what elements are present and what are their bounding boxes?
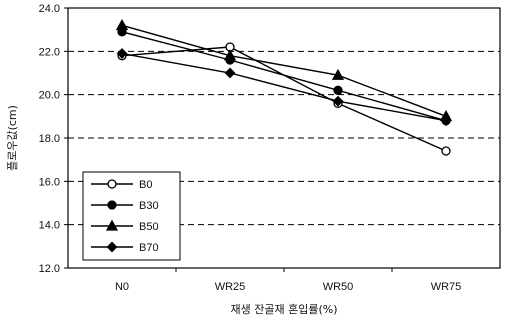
series-lines — [115, 18, 453, 156]
y-axis-title: 플로우값(cm) — [6, 105, 19, 171]
legend-entry: B30 — [91, 200, 159, 212]
series-b50 — [115, 18, 453, 121]
series-b30 — [117, 27, 451, 126]
x-tick-label: WR25 — [215, 281, 246, 293]
series-line-b30 — [121, 31, 447, 122]
legend-marker — [107, 200, 117, 210]
data-point-b50 — [115, 18, 129, 30]
legend-label: B70 — [139, 242, 159, 254]
y-tick-label: 18.0 — [39, 133, 60, 145]
x-axis-title: 재생 잔골재 혼입률(%) — [231, 303, 338, 316]
legend-entry: B50 — [91, 219, 159, 233]
legend-marker — [106, 241, 118, 253]
data-point-b70 — [224, 67, 236, 79]
data-point-b70 — [116, 48, 128, 59]
legend-label: B50 — [139, 221, 159, 233]
y-tick-label: 14.0 — [39, 220, 60, 232]
x-tick-label: N0 — [115, 281, 129, 293]
legend-label: B0 — [139, 179, 152, 191]
data-point-b50 — [223, 49, 237, 61]
x-tick-label: WR75 — [431, 281, 462, 293]
legend-marker — [107, 179, 117, 189]
y-tick-label: 16.0 — [39, 176, 60, 188]
legend-marker — [105, 219, 119, 231]
data-point-b30 — [333, 85, 343, 95]
y-tick-label: 12.0 — [39, 263, 60, 275]
legend-entry: B0 — [91, 179, 152, 191]
data-point-b50 — [331, 68, 345, 80]
y-axis-ticks: 12.0 14.0 16.0 18.0 20.0 22.0 24.0 — [39, 3, 68, 275]
y-tick-label: 20.0 — [39, 90, 60, 102]
data-point-b70 — [440, 115, 452, 127]
y-tick-label: 22.0 — [39, 46, 60, 58]
y-tick-label: 24.0 — [39, 3, 60, 15]
data-point-b0 — [441, 146, 451, 156]
x-tick-label: WR50 — [323, 281, 354, 293]
data-point-b70 — [332, 95, 344, 107]
series-line-b50 — [121, 24, 447, 117]
x-axis-ticks: N0 WR25 WR50 WR75 — [115, 268, 461, 293]
legend: B0 B30 B50 B70 — [82, 171, 181, 261]
legend-label: B30 — [139, 200, 159, 212]
series-b70 — [116, 48, 452, 127]
series-line-b70 — [121, 52, 447, 122]
legend-entry: B70 — [91, 241, 159, 254]
legend-box — [82, 171, 181, 261]
